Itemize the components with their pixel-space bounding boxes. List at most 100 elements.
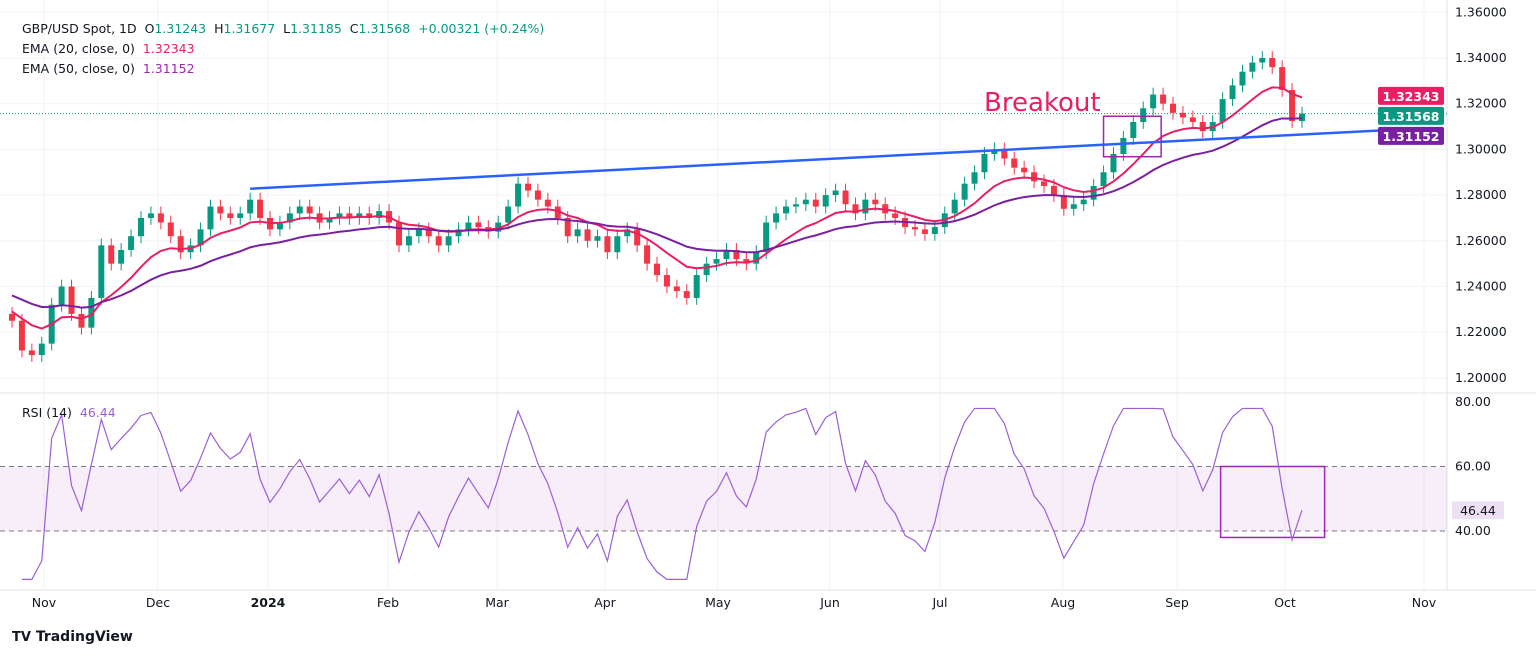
rsi-line	[21, 407, 1303, 580]
candle-body	[108, 245, 115, 264]
ema50-label: EMA (50, close, 0)	[22, 61, 135, 76]
candle-body	[1100, 172, 1107, 186]
candle-body	[961, 183, 968, 200]
candle-body	[1110, 153, 1117, 173]
rsi-price-label: 46.44	[1460, 503, 1496, 518]
candle-body	[366, 213, 373, 218]
candle-body	[118, 249, 125, 264]
candle-body	[177, 236, 184, 253]
time-tick-label: Jun	[819, 595, 840, 610]
candle-body	[1299, 113, 1305, 122]
ema20-line	[11, 86, 1303, 330]
close-value: 1.31568	[358, 21, 411, 36]
candle-body	[604, 236, 611, 253]
time-tick-label: Dec	[146, 595, 170, 610]
candle-body	[723, 249, 730, 260]
candle-body	[1011, 158, 1018, 168]
candle-body	[257, 199, 264, 218]
change-value: +0.00321 (+0.24%)	[418, 21, 545, 36]
candle-body	[654, 263, 660, 276]
candle-body	[574, 229, 581, 237]
candle-body	[445, 236, 452, 246]
candle-body	[98, 245, 105, 298]
candle-body	[673, 286, 680, 292]
candle-body	[38, 343, 45, 356]
candle-body	[58, 286, 65, 305]
candle-body	[1219, 99, 1226, 122]
rsi-band	[0, 466, 1447, 531]
candle-body	[326, 217, 333, 223]
time-tick-label: Feb	[377, 595, 399, 610]
candle-body	[773, 213, 780, 223]
candle-body	[1189, 117, 1196, 122]
candle-body	[1170, 103, 1176, 113]
candle-body	[763, 222, 770, 253]
candle-body	[753, 252, 760, 264]
candle-body	[1239, 71, 1246, 86]
rsi-label-box	[1452, 501, 1504, 520]
candle-body	[1090, 185, 1097, 200]
candle-body	[336, 213, 343, 218]
candle-body	[28, 350, 35, 356]
candle-body	[138, 217, 144, 237]
candle-body	[951, 199, 958, 214]
price-tick-label: 1.24000	[1455, 279, 1507, 294]
candle-body	[1179, 112, 1186, 118]
candle-body	[505, 206, 512, 223]
candle-body	[247, 199, 254, 214]
time-tick-label: Aug	[1051, 595, 1075, 610]
time-tick-label: Oct	[1274, 595, 1296, 610]
candle-body	[207, 206, 214, 230]
candle-body	[147, 213, 154, 218]
price-tick-label: 1.22000	[1455, 324, 1507, 339]
time-tick-label: Mar	[485, 595, 509, 610]
candle-body	[1140, 108, 1147, 122]
price-tick-label: 1.26000	[1455, 233, 1507, 248]
candle-body	[614, 236, 621, 253]
candle-body	[227, 213, 234, 218]
price-label: 1.31568	[1383, 109, 1440, 124]
candle-body	[1120, 137, 1127, 154]
price-tick-label: 1.28000	[1455, 187, 1507, 202]
rsi-tick-label: 80.00	[1455, 394, 1491, 409]
candle-body	[852, 204, 859, 214]
candle-body	[515, 183, 522, 207]
time-tick-label: Nov	[32, 595, 57, 610]
candle-body	[1269, 58, 1276, 68]
candle-body	[822, 195, 829, 207]
candle-body	[128, 236, 135, 250]
price-label: 1.32343	[1383, 89, 1440, 104]
candle-body	[376, 211, 383, 218]
candle-body	[812, 199, 819, 207]
price-label-box	[1378, 106, 1444, 125]
candle-body	[1249, 62, 1256, 72]
price-tick-label: 1.20000	[1455, 370, 1507, 385]
candle-body	[1160, 94, 1167, 104]
brand-name: TradingView	[35, 629, 133, 645]
candle-body	[465, 222, 472, 230]
time-tick-label: May	[705, 595, 731, 610]
price-tick-label: 1.32000	[1455, 96, 1507, 111]
candle-body	[713, 259, 720, 264]
candle-body	[832, 190, 839, 196]
candle-body	[554, 206, 561, 218]
time-tick-label: Jul	[931, 595, 947, 610]
candle-body	[157, 213, 164, 223]
candle-body	[693, 275, 700, 298]
close-label: C	[349, 21, 359, 36]
trendline	[250, 128, 1391, 190]
candle-body	[743, 259, 750, 264]
tradingview-logo[interactable]: 𝗧𝗩 TradingView	[12, 629, 133, 645]
candle-body	[1279, 67, 1286, 90]
candle-body	[624, 229, 631, 237]
low-value: 1.31185	[290, 21, 342, 36]
candle-body	[534, 190, 541, 200]
ema50-line	[11, 117, 1303, 309]
high-value: 1.31677	[223, 21, 276, 36]
candle-body	[9, 313, 15, 321]
candle-body	[286, 213, 293, 223]
candle-body	[1021, 167, 1028, 173]
price-tick-label: 1.36000	[1455, 4, 1507, 19]
